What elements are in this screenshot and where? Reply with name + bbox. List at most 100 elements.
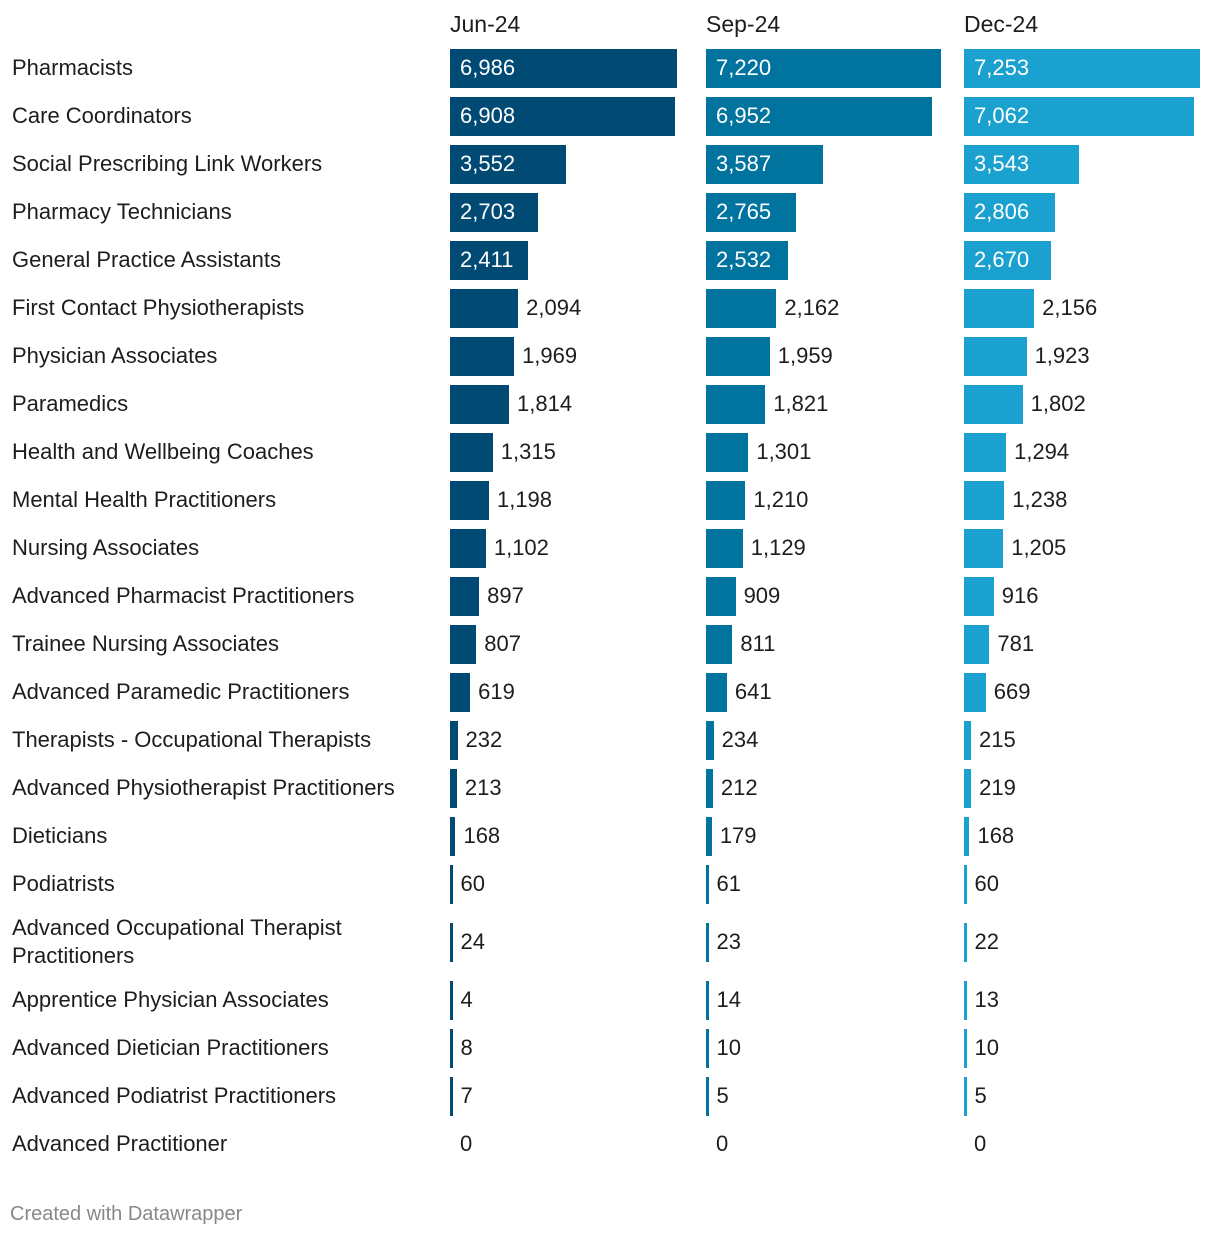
value-label: 2,162	[784, 295, 840, 320]
row-label: Mental Health Practitioners	[12, 487, 277, 512]
bar	[964, 48, 1200, 88]
value-label: 1,238	[1012, 487, 1068, 512]
value-label: 2,806	[974, 199, 1030, 224]
value-label: 1,821	[773, 391, 829, 416]
credit-footer: Created with Datawrapper	[10, 1203, 243, 1225]
value-label: 781	[997, 631, 1035, 656]
bar	[964, 1028, 967, 1068]
bar	[450, 240, 529, 280]
value-label: 2,156	[1042, 295, 1098, 320]
value-label: 3,552	[460, 151, 516, 176]
bar	[450, 144, 566, 184]
value-label: 1,959	[777, 343, 833, 368]
value-label: 1,129	[750, 535, 806, 560]
column-header: Jun-24	[450, 11, 521, 37]
bar	[450, 384, 510, 424]
row-label: Physician Associates	[12, 343, 218, 368]
value-label: 22	[974, 929, 999, 954]
bar	[964, 432, 1007, 472]
row-label: Health and Wellbeing Coaches	[12, 439, 314, 464]
bar	[706, 624, 733, 664]
value-label: 807	[484, 631, 521, 656]
value-label: 909	[743, 583, 781, 608]
bar	[706, 240, 789, 280]
value-label: 23	[716, 929, 741, 954]
bar	[964, 720, 971, 760]
value-label: 4	[460, 987, 473, 1012]
bar	[450, 1028, 453, 1068]
value-label: 14	[716, 987, 741, 1012]
bar	[964, 1076, 967, 1116]
bar	[706, 1076, 709, 1116]
bar	[964, 528, 1004, 568]
bar	[450, 672, 471, 712]
row-label: Pharmacists	[12, 55, 134, 80]
bar	[450, 720, 458, 760]
bar	[706, 192, 796, 232]
value-label: 2,670	[974, 247, 1030, 272]
value-label: 24	[460, 929, 485, 954]
value-label: 212	[720, 775, 758, 800]
bar	[964, 922, 967, 962]
value-label: 13	[974, 987, 999, 1012]
bar	[964, 336, 1027, 376]
row-label: Advanced Paramedic Practitioners	[12, 679, 350, 704]
value-label: 219	[979, 775, 1016, 800]
value-label: 60	[974, 871, 999, 896]
bar	[450, 288, 519, 328]
bar	[450, 1076, 453, 1116]
bar	[706, 528, 743, 568]
value-label: 60	[460, 871, 485, 896]
value-label: 7,062	[974, 103, 1030, 128]
value-label: 669	[993, 679, 1031, 704]
bar	[964, 240, 1051, 280]
bar	[706, 288, 777, 328]
value-label: 10	[716, 1035, 741, 1060]
bar	[706, 720, 714, 760]
bar	[964, 96, 1194, 136]
value-label: 1,198	[496, 487, 553, 512]
bar	[964, 816, 970, 856]
row-label: Therapists - Occupational Therapists	[12, 727, 372, 752]
row-label: Pharmacy Technicians	[12, 199, 232, 224]
bar	[964, 768, 972, 808]
value-label: 6,986	[460, 55, 516, 80]
row-label: Podiatrists	[12, 871, 115, 896]
value-label: 5	[974, 1083, 987, 1108]
bar	[450, 336, 515, 376]
bar	[450, 480, 489, 520]
bar	[706, 816, 712, 856]
value-label: 5	[716, 1083, 729, 1108]
bar	[706, 672, 727, 712]
value-label: 811	[740, 631, 776, 656]
bar	[450, 864, 453, 904]
value-label: 1,814	[517, 391, 573, 416]
value-label: 641	[734, 679, 772, 704]
bar	[450, 816, 456, 856]
bar	[706, 576, 736, 616]
bar	[706, 864, 709, 904]
value-label: 3,587	[716, 151, 772, 176]
bar	[964, 384, 1023, 424]
value-label: 897	[487, 583, 524, 608]
value-label: 7	[460, 1083, 473, 1108]
bar	[450, 96, 675, 136]
value-label: 2,765	[716, 199, 772, 224]
value-label: 0	[716, 1131, 729, 1156]
value-label: 0	[974, 1131, 987, 1156]
bar	[964, 192, 1056, 232]
bar	[450, 192, 538, 232]
bar	[450, 432, 493, 472]
bar	[964, 672, 986, 712]
value-label: 215	[978, 727, 1016, 752]
row-label: General Practice Assistants	[12, 247, 282, 272]
value-label: 1,301	[756, 439, 812, 464]
row-label: Dieticians	[12, 823, 108, 848]
bar	[450, 528, 486, 568]
value-label: 0	[460, 1131, 473, 1156]
value-label: 1,205	[1011, 535, 1067, 560]
value-label: 2,411	[460, 247, 514, 272]
value-label: 7,220	[716, 55, 772, 80]
bar	[964, 288, 1035, 328]
value-label: 10	[974, 1035, 999, 1060]
